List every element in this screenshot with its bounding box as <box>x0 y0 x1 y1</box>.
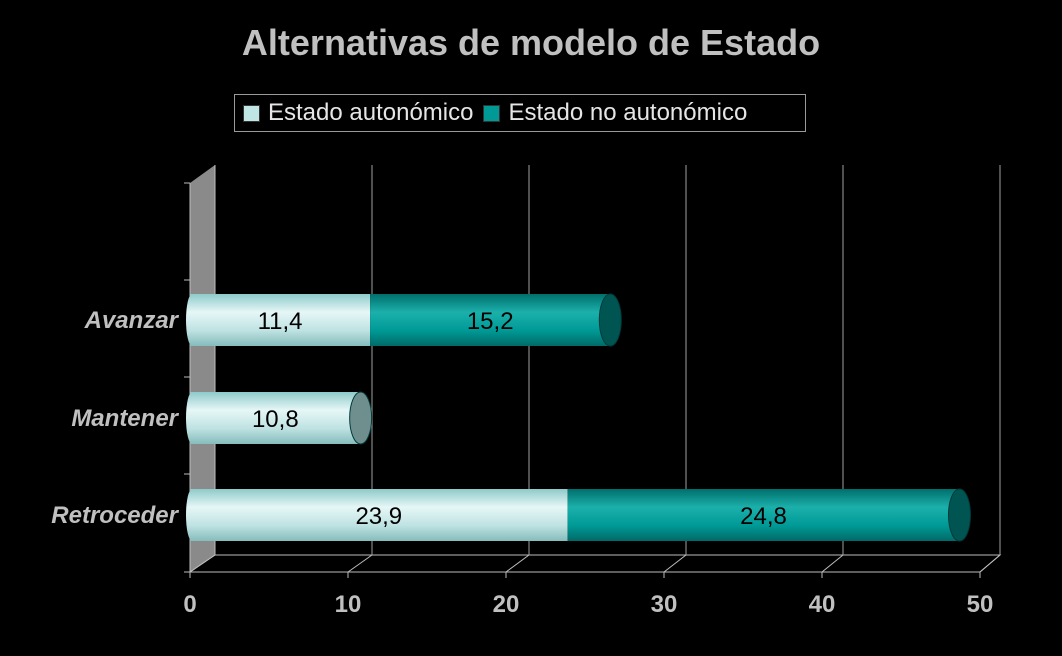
x-tick-label: 0 <box>183 591 196 618</box>
category-label: Avanzar <box>84 307 180 334</box>
bar-segment <box>190 489 568 541</box>
x-tick-label: 10 <box>335 591 362 618</box>
side-wall <box>190 165 215 572</box>
data-label: 10,8 <box>252 406 299 433</box>
data-label: 11,4 <box>258 308 303 335</box>
x-tick-label: 50 <box>967 591 994 618</box>
bar-segment <box>370 294 611 346</box>
bar-end-cap <box>598 293 622 347</box>
bar-left-cap <box>186 489 198 541</box>
floor-tick <box>189 554 216 573</box>
chart-title: Alternativas de modelo de Estado <box>241 22 821 63</box>
floor-tick <box>347 554 373 573</box>
bar-end-cap <box>349 391 373 445</box>
floor <box>188 554 1002 573</box>
data-label: 24,8 <box>740 503 787 530</box>
floor-tick <box>663 554 687 573</box>
legend-swatch-series-2 <box>483 104 501 122</box>
floor-tick <box>821 554 844 573</box>
x-tick-label: 30 <box>651 591 678 618</box>
category-label: Retroceder <box>51 502 179 529</box>
legend-label-series-2: Estado no autonómico <box>508 99 748 126</box>
bar-end-cap <box>947 488 971 542</box>
x-tick-label: 20 <box>493 591 520 618</box>
bar-segment <box>567 489 960 541</box>
bar-left-cap <box>186 294 198 346</box>
legend-item-series-2: Estado no autonómico <box>483 99 747 127</box>
legend-item-series-1: Estado autonómico <box>243 99 473 127</box>
legend-swatch-series-1 <box>243 104 260 122</box>
floor-tick <box>505 554 530 573</box>
legend-label-series-1: Estado autonómico <box>268 99 474 126</box>
bar-segment <box>190 392 361 444</box>
data-label: 15,2 <box>467 308 514 335</box>
bar-segment <box>190 294 371 346</box>
chart-legend: Estado autonómico Estado no autonómico <box>234 94 806 132</box>
floor-tick <box>979 554 1001 573</box>
data-label: 23,9 <box>355 503 402 530</box>
x-tick-label: 40 <box>809 591 836 618</box>
category-label: Mantener <box>71 405 179 432</box>
bar-left-cap <box>186 392 198 444</box>
